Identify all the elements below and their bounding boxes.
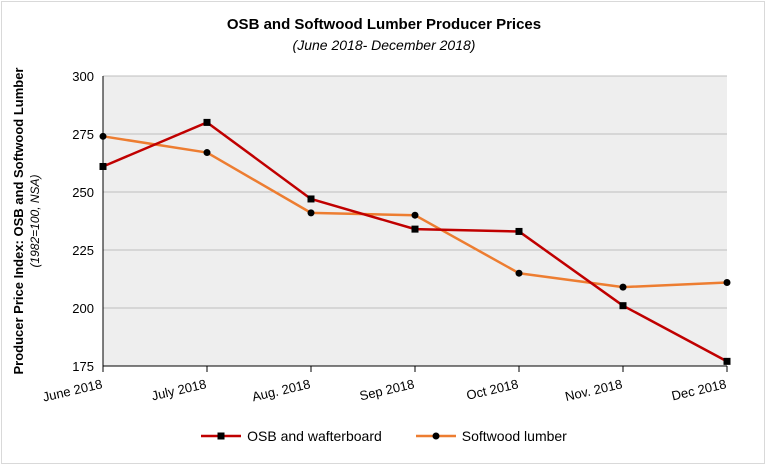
data-point-softwood — [515, 269, 523, 277]
x-tick-label: June 2018 — [41, 376, 104, 404]
legend: OSB and wafterboard Softwood lumber — [0, 428, 768, 444]
x-tick-label: Oct 2018 — [465, 376, 520, 402]
x-tick-label: Dec 2018 — [670, 376, 728, 403]
x-tick-label: Nov. 2018 — [563, 376, 623, 404]
x-tick-label: Sep 2018 — [358, 376, 416, 403]
data-point-osb — [411, 225, 419, 233]
data-point-softwood — [307, 209, 315, 217]
data-point-osb — [515, 227, 523, 235]
data-point-softwood — [619, 283, 627, 291]
legend-label-osb: OSB and wafterboard — [247, 428, 382, 444]
legend-swatch-softwood — [415, 432, 456, 440]
data-point-osb — [203, 118, 211, 126]
legend-label-softwood: Softwood lumber — [461, 428, 567, 444]
data-point-softwood — [723, 278, 731, 286]
legend-item-softwood: Softwood lumber — [415, 428, 567, 444]
data-point-softwood — [411, 211, 419, 219]
data-point-softwood — [99, 132, 107, 140]
data-point-osb — [619, 302, 627, 310]
y-tick-label: 275 — [72, 127, 94, 142]
chart-title: OSB and Softwood Lumber Producer Prices — [226, 16, 542, 33]
chart-subtitle: (June 2018- December 2018) — [292, 37, 476, 53]
data-point-osb — [723, 357, 731, 365]
y-tick-label: 175 — [72, 359, 94, 374]
data-point-softwood — [203, 149, 211, 157]
plot-area — [103, 76, 727, 366]
x-tick-label: Aug. 2018 — [251, 376, 312, 404]
y-tick-label: 200 — [72, 301, 94, 316]
data-point-osb — [307, 195, 315, 203]
y-tick-label: 250 — [72, 185, 94, 200]
y-tick-label: 300 — [72, 69, 94, 84]
legend-item-osb: OSB and wafterboard — [201, 428, 382, 444]
x-tick-label: July 2018 — [150, 376, 208, 403]
y-tick-label: 225 — [72, 243, 94, 258]
legend-swatch-osb — [201, 432, 242, 440]
data-point-osb — [99, 162, 107, 170]
